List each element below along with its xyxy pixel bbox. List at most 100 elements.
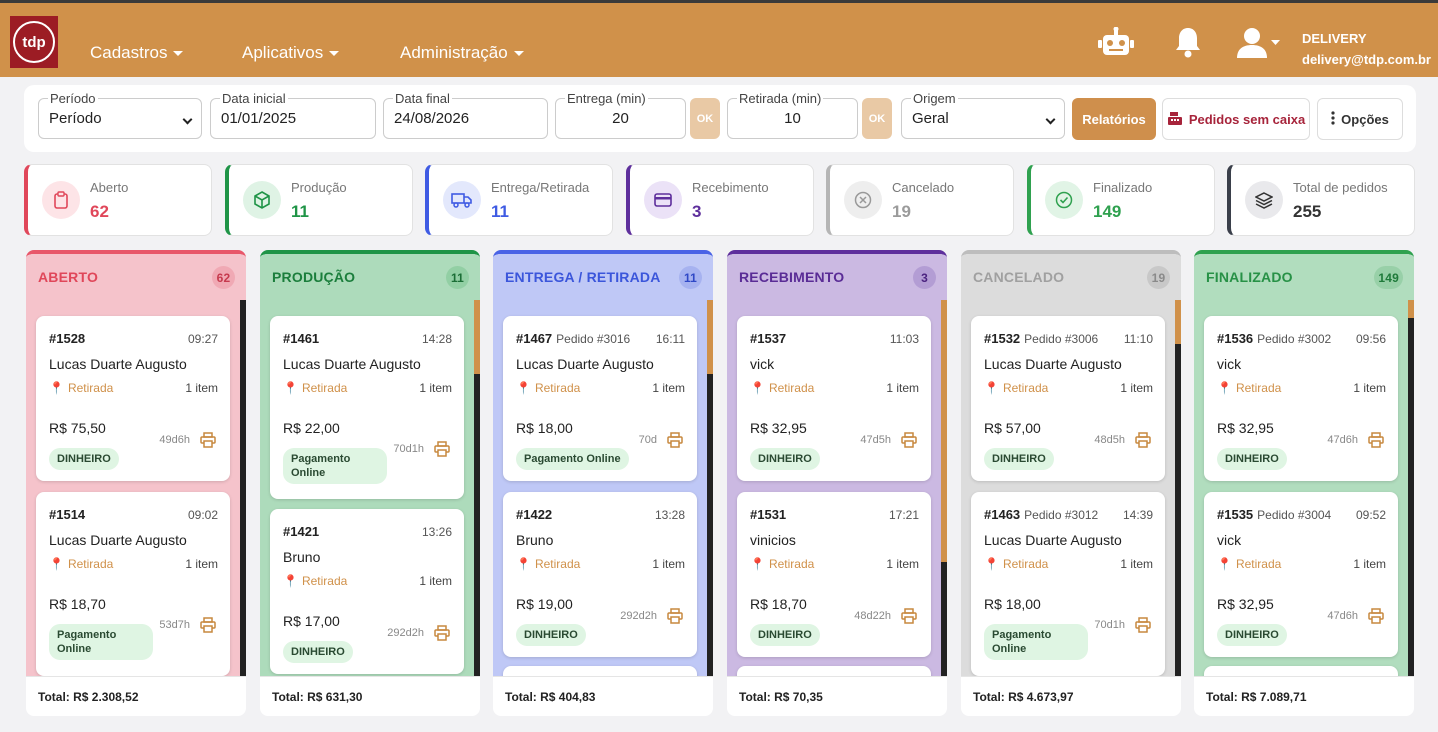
order-type: 📍 Retirada [750,557,815,571]
customer-name: vick [1217,356,1242,372]
column-scrollbar[interactable] [1175,300,1181,676]
column-scrollbar[interactable] [1408,300,1414,676]
nav-menu-cadastros[interactable]: Cadastros [90,43,184,63]
column-scrollbar[interactable] [707,300,713,676]
order-age: 47d6h [1327,610,1358,622]
order-card[interactable] [1204,666,1398,676]
order-card[interactable] [737,666,931,676]
nav-menu-aplicativos[interactable]: Aplicativos [242,43,340,63]
order-card[interactable]: #1467 Pedido #3016 16:11 Lucas Duarte Aug… [503,316,697,481]
printer-icon[interactable] [434,625,450,646]
printer-icon[interactable] [667,432,683,453]
order-price: R$ 57,00 [984,420,1041,436]
order-card[interactable]: #1422 13:28 Bruno 📍 Retirada 1 item R$ 19… [503,492,697,657]
printer-icon[interactable] [1368,608,1384,629]
printer-icon[interactable] [200,617,216,638]
order-time: 09:56 [1355,332,1386,346]
order-card[interactable] [503,666,697,676]
order-card[interactable]: #1532 Pedido #3006 11:10 Lucas Duarte Aug… [971,316,1165,481]
column-body[interactable]: #1467 Pedido #3016 16:11 Lucas Duarte Aug… [493,300,713,676]
chevron-down-icon [173,50,184,56]
order-price: R$ 32,95 [750,420,807,436]
column-scrollbar[interactable] [240,300,246,676]
column-title: FINALIZADO [1206,269,1293,285]
column-scrollbar[interactable] [474,300,480,676]
order-price: R$ 18,70 [750,596,807,612]
relatorios-button[interactable]: Relatórios [1072,98,1156,140]
printer-icon[interactable] [1135,617,1151,638]
order-id: #1467 Pedido #3016 [516,331,631,346]
order-price: R$ 18,70 [49,596,106,612]
column-recebimento: RECEBIMENTO 3 #1537 11:03 vick 📍 Retirada… [727,250,947,716]
order-card[interactable]: #1461 14:28 Lucas Duarte Augusto 📍 Retira… [270,316,464,499]
pin-icon: 📍 [984,557,999,571]
printer-icon[interactable] [200,432,216,453]
stat-value: 149 [1093,202,1122,221]
opcoes-button[interactable]: Opções [1317,98,1403,140]
order-price: R$ 32,95 [1217,420,1274,436]
stat-label: Total de pedidos [1293,180,1388,195]
order-card[interactable]: #1463 Pedido #3012 14:39 Lucas Duarte Aug… [971,492,1165,676]
stat-aberto[interactable]: Aberto 62 [24,164,212,236]
pedidos-sem-caixa-button[interactable]: Pedidos sem caixa [1162,98,1310,140]
order-items: 1 item [185,381,218,395]
order-id: #1536 Pedido #3002 [1217,331,1332,346]
column-body[interactable]: #1528 09:27 Lucas Duarte Augusto 📍 Retira… [26,300,246,676]
order-card[interactable]: #1531 17:21 vinicios 📍 Retirada 1 item R$… [737,492,931,657]
column-body[interactable]: #1532 Pedido #3006 11:10 Lucas Duarte Aug… [961,300,1181,676]
order-card[interactable]: #1514 09:02 Lucas Duarte Augusto 📍 Retira… [36,492,230,676]
payment-badge: Pagamento Online [984,624,1088,660]
retirada-label: Retirada (min) [737,91,824,106]
stat-recebimento[interactable]: Recebimento 3 [626,164,814,236]
nav-menu-administracao[interactable]: Administração [400,43,524,63]
column-scrollbar[interactable] [941,300,947,676]
retirada-ok-button[interactable]: OK [862,98,892,139]
pin-icon: 📍 [516,557,531,571]
customer-name: Lucas Duarte Augusto [283,356,421,372]
stat-entrega-retirada[interactable]: Entrega/Retirada 11 [425,164,613,236]
customer-name: Bruno [283,549,321,565]
robot-icon[interactable] [1098,26,1134,62]
order-id: #1421 [283,524,320,539]
order-card[interactable]: #1536 Pedido #3002 09:56 vick 📍 Retirada 1… [1204,316,1398,481]
order-price: R$ 75,50 [49,420,106,436]
order-age: 49d6h [159,434,190,446]
order-time: 16:11 [655,332,685,346]
order-type: 📍 Retirada [49,557,114,571]
column-entrega-retirada: ENTREGA / RETIRADA 11 #1467 Pedido #3016 … [493,250,713,716]
stat-cancelado[interactable]: Cancelado 19 [826,164,1014,236]
user-avatar-icon[interactable] [1236,27,1280,64]
entrega-ok-button[interactable]: OK [690,98,720,139]
stat-label: Entrega/Retirada [491,180,590,195]
printer-icon[interactable] [901,608,917,629]
column-body[interactable]: #1461 14:28 Lucas Duarte Augusto 📍 Retira… [260,300,480,676]
stat-producao[interactable]: Produção 11 [225,164,413,236]
payment-badge: DINHEIRO [1217,624,1287,646]
order-card[interactable]: #1528 09:27 Lucas Duarte Augusto 📍 Retira… [36,316,230,481]
order-id: #1461 [283,331,320,346]
printer-icon[interactable] [1368,432,1384,453]
column-body[interactable]: #1536 Pedido #3002 09:56 vick 📍 Retirada 1… [1194,300,1414,676]
column-header: PRODUÇÃO 11 [260,254,480,300]
payment-badge: DINHEIRO [984,448,1054,470]
printer-icon[interactable] [1135,432,1151,453]
stat-value: 11 [291,202,309,221]
order-items: 1 item [886,381,919,395]
order-age: 48d22h [854,610,891,622]
order-card[interactable]: #1421 13:26 Bruno 📍 Retirada 1 item R$ 17… [270,509,464,674]
order-card[interactable]: #1535 Pedido #3004 09:52 vick 📍 Retirada 1… [1204,492,1398,657]
printer-icon[interactable] [901,432,917,453]
stat-value: 3 [692,202,702,221]
bell-icon[interactable] [1175,26,1201,63]
order-items: 1 item [1353,381,1386,395]
order-type: 📍 Retirada [984,557,1049,571]
order-card[interactable]: #1537 11:03 vick 📍 Retirada 1 item R$ 32,… [737,316,931,481]
column-body[interactable]: #1537 11:03 vick 📍 Retirada 1 item R$ 32,… [727,300,947,676]
column-count-badge: 19 [1147,266,1170,289]
printer-icon[interactable] [434,441,450,462]
printer-icon[interactable] [667,608,683,629]
brand-logo[interactable]: tdp [10,16,58,68]
stat-total-pedidos[interactable]: Total de pedidos 255 [1227,164,1415,236]
payment-badge: Pagamento Online [283,448,387,484]
stat-finalizado[interactable]: Finalizado 149 [1027,164,1215,236]
